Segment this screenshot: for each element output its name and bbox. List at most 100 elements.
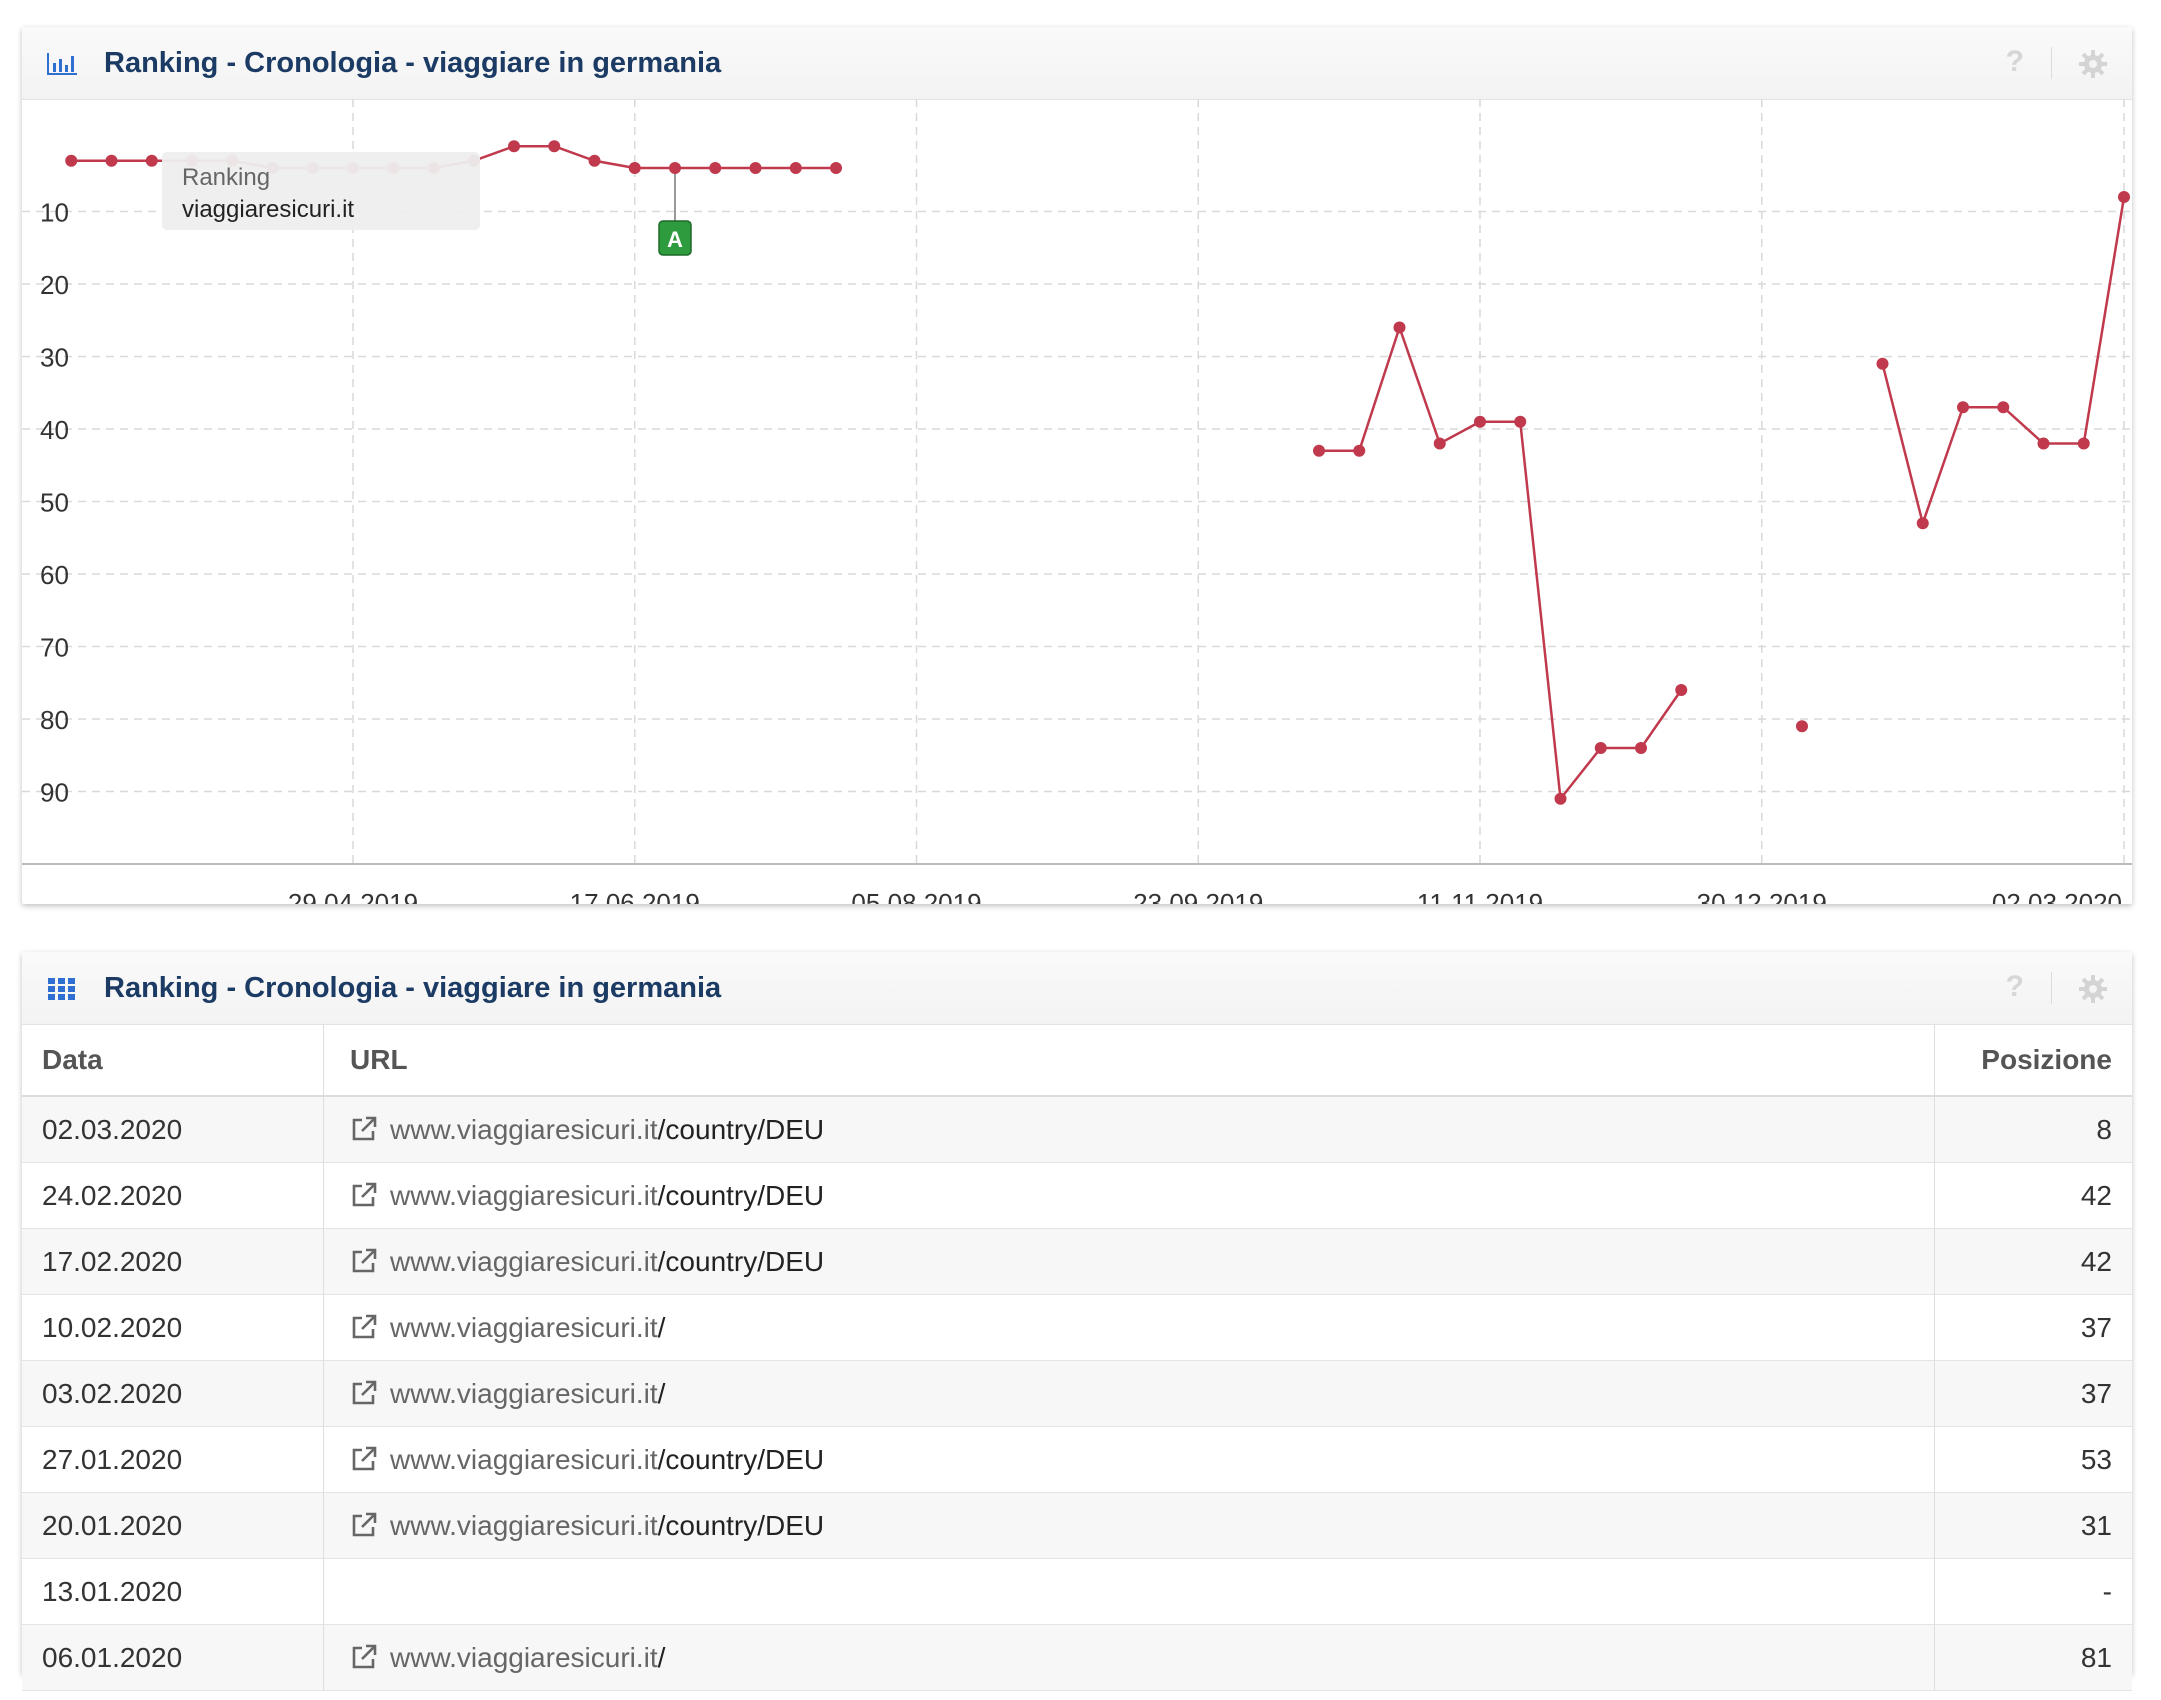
table-row: 20.01.2020 www.viaggiaresicuri.it/country… <box>22 1492 2132 1559</box>
url-path-link[interactable]: / <box>657 1377 666 1409</box>
gear-icon[interactable] <box>2078 974 2108 1004</box>
data-point <box>830 162 842 174</box>
help-icon[interactable]: ? <box>2005 45 2024 78</box>
row-position: 42 <box>1934 1228 2132 1295</box>
ranking-table-panel: Ranking - Cronologia - viaggiare in germ… <box>22 952 2132 1691</box>
column-header-posizione[interactable]: Posizione <box>1934 1025 2132 1097</box>
external-link-icon[interactable] <box>350 1313 378 1341</box>
data-point <box>1313 444 1325 457</box>
help-icon[interactable]: ? <box>2005 970 2024 1003</box>
url-host-link[interactable]: www.viaggiaresicuri.it <box>390 1179 658 1211</box>
data-point <box>105 154 118 167</box>
table-row: 24.02.2020 www.viaggiaresicuri.it/country… <box>22 1162 2132 1229</box>
y-tick-label: 90 <box>40 778 69 808</box>
annotation-label: A <box>667 227 683 252</box>
data-point <box>1916 517 1929 530</box>
url-host-link[interactable]: www.viaggiaresicuri.it <box>390 1641 658 1673</box>
y-tick-label: 20 <box>40 270 69 300</box>
y-tick-label: 50 <box>40 488 69 518</box>
data-point <box>1594 742 1607 754</box>
external-link-icon[interactable] <box>350 1181 378 1209</box>
bar-chart-icon <box>47 53 77 75</box>
external-link-icon[interactable] <box>350 1247 378 1275</box>
y-tick-label: 60 <box>40 560 69 590</box>
url-host-link[interactable]: www.viaggiaresicuri.it <box>390 1509 658 1541</box>
ranking-line-chart[interactable]: 10 20 30 40 50 60 70 80 90 29.04.2019 17.06.2019 05… <box>22 99 2132 904</box>
row-date: 27.01.2020 <box>22 1426 324 1493</box>
row-url: www.viaggiaresicuri.it/country/DEU <box>323 1228 1935 1295</box>
url-host-link[interactable]: www.viaggiaresicuri.it <box>390 1113 658 1145</box>
row-url: www.viaggiaresicuri.it/country/DEU <box>323 1426 1935 1493</box>
table-row: 10.02.2020 www.viaggiaresicuri.it/ 37 <box>22 1294 2132 1361</box>
data-point <box>1433 437 1446 450</box>
external-link-icon[interactable] <box>350 1511 378 1539</box>
row-date: 03.02.2020 <box>22 1360 324 1427</box>
series-line-segment <box>1319 323 1683 802</box>
external-link-icon[interactable] <box>350 1643 378 1671</box>
x-tick-label: 29.04.2019 <box>288 888 418 904</box>
column-header-data[interactable]: Data <box>22 1025 324 1097</box>
row-url: www.viaggiaresicuri.it/country/DEU <box>323 1492 1935 1559</box>
data-point <box>789 162 802 174</box>
chart-panel-title: Ranking - Cronologia - viaggiare in germ… <box>104 47 722 79</box>
chart-tooltip: Ranking viaggiaresicuri.it <box>162 152 480 230</box>
data-point <box>65 154 78 167</box>
ranking-chart-panel: Ranking - Cronologia - viaggiare in germ… <box>22 27 2132 904</box>
ranking-history-table: Data URL Posizione 02.03.2020 www.viaggia… <box>22 1025 2132 1691</box>
row-date: 24.02.2020 <box>22 1162 324 1229</box>
data-point <box>1514 415 1527 428</box>
row-position: 37 <box>1934 1294 2132 1361</box>
gear-icon[interactable] <box>2078 49 2108 79</box>
url-host-link[interactable]: www.viaggiaresicuri.it <box>390 1245 658 1277</box>
row-position: 8 <box>1934 1096 2132 1163</box>
x-tick-label: 30.12.2019 <box>1697 888 1827 904</box>
url-host-link[interactable]: www.viaggiaresicuri.it <box>390 1311 658 1343</box>
column-header-url[interactable]: URL <box>323 1025 1935 1097</box>
external-link-icon[interactable] <box>350 1379 378 1407</box>
y-tick-label: 10 <box>40 198 69 228</box>
row-url: www.viaggiaresicuri.it/ <box>323 1624 1935 1691</box>
url-path-link[interactable]: /country/DEU <box>657 1113 825 1145</box>
data-point <box>1554 792 1567 805</box>
row-date: 02.03.2020 <box>22 1096 324 1163</box>
y-tick-label: 40 <box>40 415 69 445</box>
data-point <box>2037 437 2050 450</box>
url-path-link[interactable]: /country/DEU <box>657 1245 825 1277</box>
row-position: 31 <box>1934 1492 2132 1559</box>
row-url: www.viaggiaresicuri.it/country/DEU <box>323 1162 1935 1229</box>
data-point <box>1635 742 1647 754</box>
url-host-link[interactable]: www.viaggiaresicuri.it <box>390 1377 658 1409</box>
table-row: 27.01.2020 www.viaggiaresicuri.it/country… <box>22 1426 2132 1493</box>
row-date: 17.02.2020 <box>22 1228 324 1295</box>
data-point <box>709 162 722 174</box>
table-row: 03.02.2020 www.viaggiaresicuri.it/37 <box>22 1360 2132 1427</box>
header-divider <box>2051 47 2052 79</box>
data-point <box>1474 415 1486 428</box>
table-row: 06.01.2020 www.viaggiaresicuri.it/81 <box>22 1624 2132 1691</box>
annotation-marker <box>658 220 692 256</box>
url-path-link[interactable]: / <box>657 1641 666 1673</box>
data-point <box>1876 357 1889 370</box>
x-tick-label: 11.11.2019 <box>1417 888 1543 904</box>
row-position: 42 <box>1934 1162 2132 1229</box>
row-date: 10.02.2020 <box>22 1294 324 1361</box>
chart-panel-header: Ranking - Cronologia - viaggiare in germ… <box>22 27 2132 100</box>
tooltip-label: Ranking <box>182 164 271 191</box>
data-point <box>508 140 520 153</box>
data-point <box>145 154 158 167</box>
external-link-icon[interactable] <box>350 1445 378 1473</box>
x-tick-label: 23.09.2019 <box>1133 888 1263 904</box>
row-url: www.viaggiaresicuri.it/country/DEU <box>323 1096 1935 1163</box>
table-header-row: Data URL Posizione <box>22 1025 2132 1097</box>
data-point <box>548 140 561 153</box>
url-host-link[interactable]: www.viaggiaresicuri.it <box>390 1443 658 1475</box>
external-link-icon[interactable] <box>350 1115 378 1143</box>
data-point <box>1997 401 2010 414</box>
x-tick-label: 02.03.2020 <box>1992 888 2122 904</box>
data-point <box>1796 720 1808 733</box>
url-path-link[interactable]: /country/DEU <box>657 1179 825 1211</box>
url-path-link[interactable]: / <box>657 1311 666 1343</box>
data-point <box>1353 444 1366 457</box>
url-path-link[interactable]: /country/DEU <box>657 1509 825 1541</box>
url-path-link[interactable]: /country/DEU <box>657 1443 825 1475</box>
